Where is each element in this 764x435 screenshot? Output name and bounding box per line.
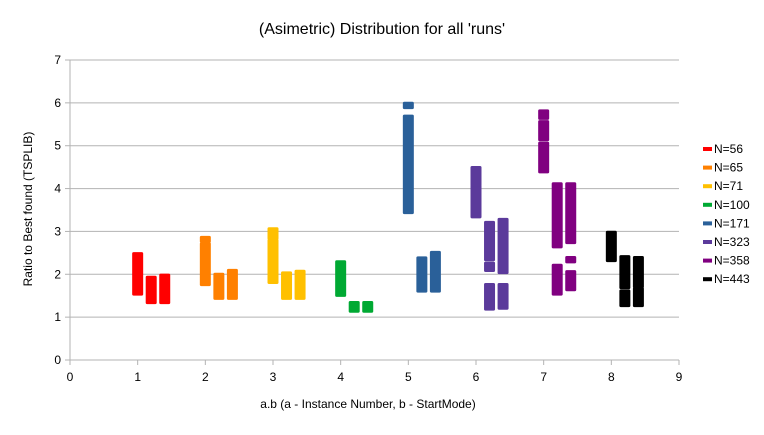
data-point-cluster (605, 230, 617, 263)
data-point-cluster (538, 120, 550, 142)
data-point-cluster (199, 235, 211, 243)
y-tick-label: 6 (54, 96, 61, 110)
data-point-cluster (402, 101, 414, 110)
data-point-cluster (267, 238, 279, 284)
data-point-cluster (470, 166, 482, 187)
x-tick-label: 1 (134, 370, 141, 384)
data-point-cluster (632, 287, 644, 308)
x-tick-label: 4 (337, 370, 344, 384)
data-point-cluster (619, 255, 631, 290)
data-point-cluster (497, 283, 509, 310)
y-tick-label: 5 (54, 139, 61, 153)
data-point-cluster (565, 270, 577, 292)
y-tick-label: 4 (54, 182, 61, 196)
data-point-cluster (565, 182, 577, 245)
data-point-cluster (538, 109, 550, 120)
y-tick-label: 2 (54, 267, 61, 281)
data-point-cluster (538, 141, 550, 174)
legend-label: N=443 (714, 272, 750, 286)
series-n-443 (605, 230, 644, 308)
data-point-cluster (362, 301, 374, 313)
series-n-358 (538, 109, 577, 296)
x-tick-label: 7 (540, 370, 547, 384)
data-point-cluster (619, 289, 631, 308)
y-axis-label: Ratio to Best found (TSPLIB) (21, 132, 35, 287)
data-point-cluster (484, 261, 496, 272)
data-point-cluster (294, 269, 306, 300)
series-n-71 (267, 227, 306, 300)
legend-swatch (703, 277, 712, 282)
x-tick-label: 5 (405, 370, 412, 384)
legend-swatch (703, 221, 712, 226)
data-point-cluster (402, 114, 414, 215)
data-point-cluster (484, 220, 496, 262)
x-tick-label: 8 (608, 370, 615, 384)
legend-label: N=100 (714, 198, 750, 212)
x-tick-label: 3 (270, 370, 277, 384)
data-point-cluster (213, 272, 225, 300)
legend-swatch (703, 240, 712, 244)
x-tick-label: 6 (473, 370, 480, 384)
data-point-cluster (429, 250, 441, 293)
legend-swatch (703, 165, 712, 170)
data-point-cluster (551, 263, 563, 296)
legend-swatch (703, 258, 712, 263)
y-tick-label: 7 (54, 53, 61, 67)
data-point-cluster (132, 252, 144, 296)
series-n-323 (470, 166, 509, 311)
x-tick-label: 0 (67, 370, 74, 384)
x-tick-label: 2 (202, 370, 209, 384)
x-tick-label: 9 (676, 370, 683, 384)
y-tick-label: 1 (54, 310, 61, 324)
data-point-cluster (145, 275, 157, 305)
y-tick-label: 0 (54, 353, 61, 367)
legend: N=56 N=65 N=71 N=100 N=171 N=323 N=358 N=443 (703, 142, 750, 286)
data-point-cluster (497, 217, 509, 275)
legend-label: N=65 (714, 161, 743, 175)
data-point-cluster (199, 242, 211, 287)
data-point-cluster (565, 256, 577, 264)
data-point-cluster (226, 268, 238, 300)
data-point-cluster (348, 301, 360, 313)
data-point-cluster (416, 256, 428, 293)
series-n-56 (132, 252, 171, 305)
data-point-cluster (551, 182, 563, 249)
data-point-cluster (632, 256, 644, 289)
data-point-cluster (267, 227, 279, 235)
data-marks (132, 101, 644, 313)
data-point-cluster (470, 184, 482, 219)
y-tick-label: 3 (54, 224, 61, 238)
chart-title: (Asimetric) Distribution for all 'runs' (259, 21, 505, 38)
legend-label: N=171 (714, 216, 750, 230)
legend-swatch (703, 202, 712, 207)
legend-label: N=71 (714, 179, 743, 193)
legend-swatch (703, 184, 712, 189)
legend-swatch (703, 147, 712, 151)
data-point-cluster (484, 283, 496, 311)
legend-label: N=56 (714, 142, 743, 156)
data-point-cluster (281, 271, 293, 300)
data-point-cluster (335, 260, 347, 297)
legend-label: N=358 (714, 254, 750, 268)
series-n-171 (402, 101, 441, 293)
x-axis-label: a.b (a - Instance Number, b - StartMode) (260, 397, 475, 411)
series-n-100 (335, 260, 374, 313)
series-n-65 (199, 235, 238, 300)
grid-lines (70, 59, 679, 361)
legend-label: N=323 (714, 235, 750, 249)
data-point-cluster (159, 273, 171, 305)
axes: 0 1 2 3 4 5 6 7 0 1 2 3 4 5 6 7 8 9 (54, 53, 682, 384)
